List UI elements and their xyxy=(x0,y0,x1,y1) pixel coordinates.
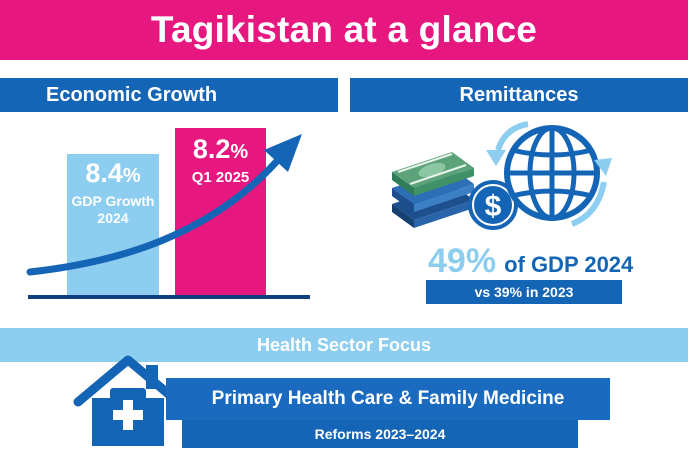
remittances-header: Remittances xyxy=(350,78,688,112)
money-stack-icon xyxy=(392,152,474,228)
gdp-2024-value: 8.4% xyxy=(85,158,141,188)
gdp-2024-label: GDP Growth 2024 xyxy=(71,193,155,226)
svg-text:$: $ xyxy=(485,190,502,223)
dollar-coin-icon: $ xyxy=(468,180,518,230)
title-divider xyxy=(0,60,688,65)
phc-banner: Primary Health Care & Family Medicine xyxy=(166,378,610,420)
q1-2025-label: Q1 2025 xyxy=(191,169,250,186)
globe-icon xyxy=(504,125,600,221)
refresh-arrows-icon xyxy=(486,121,612,227)
economic-growth-header: Economic Growth xyxy=(0,78,338,112)
q1-2025-value: 8.2% xyxy=(192,134,249,164)
gdp-2024-bar: 8.4% GDP Growth 2024 xyxy=(67,154,159,296)
chart-baseline xyxy=(28,295,310,299)
title-bar: Tagikistan at a glance xyxy=(0,0,688,60)
remittances-text: of GDP 2024 xyxy=(504,252,634,277)
remittances-stat: 49% of GDP 2024 xyxy=(428,242,634,280)
remittances-comparison: vs 39% in 2023 xyxy=(426,280,622,304)
page-title: Tagikistan at a glance xyxy=(150,9,538,50)
remittances-percent: 49% xyxy=(428,242,497,280)
health-sector-header: Health Sector Focus xyxy=(0,328,688,362)
phc-reforms-label: Reforms 2023–2024 xyxy=(182,420,578,448)
